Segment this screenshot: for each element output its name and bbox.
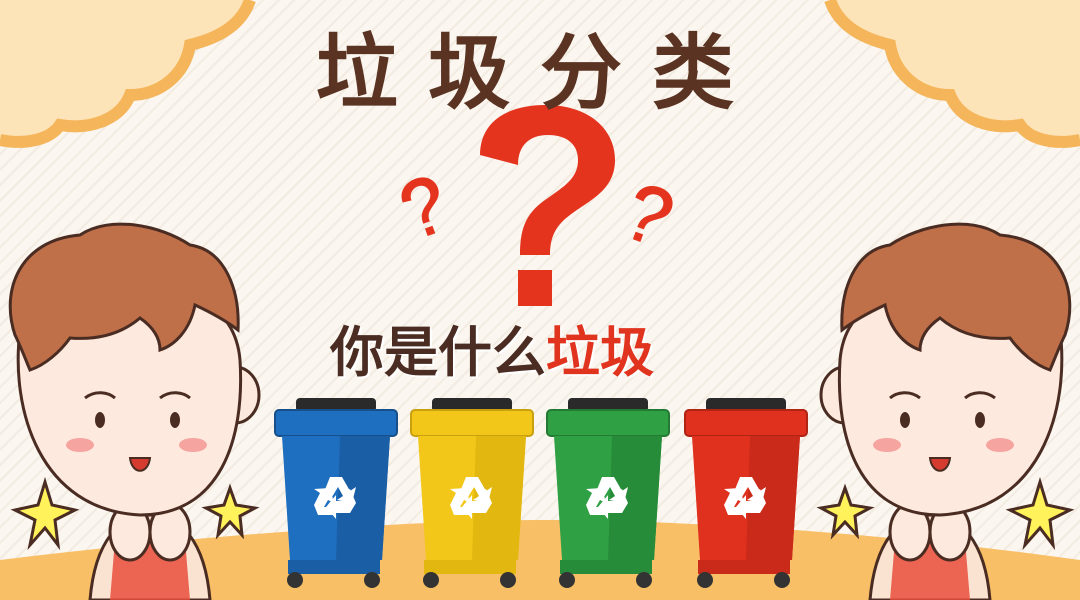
subtitle-highlight: 垃圾	[546, 321, 654, 384]
cartoon-boy-left	[8, 222, 261, 600]
trash-bin-green	[546, 398, 670, 588]
top-right-curtain	[824, 0, 1080, 148]
small-question-mark-left-icon	[401, 177, 439, 237]
cartoon-boy-right	[819, 222, 1072, 600]
top-left-curtain	[0, 0, 256, 148]
trash-bin-blue	[274, 398, 398, 588]
big-question-mark-icon	[480, 105, 615, 306]
trash-bin-red	[684, 398, 808, 588]
poster-title: 垃圾分类	[315, 26, 764, 121]
ground	[0, 520, 1080, 600]
sparkle-star-right-icon	[816, 476, 1075, 551]
poster-subtitle: 你是什么垃圾	[330, 308, 654, 387]
subtitle-text: 你是什么	[330, 321, 546, 384]
sparkle-star-left-icon	[10, 476, 260, 551]
small-question-mark-right-icon	[632, 185, 673, 242]
trash-bin-yellow	[410, 398, 534, 588]
